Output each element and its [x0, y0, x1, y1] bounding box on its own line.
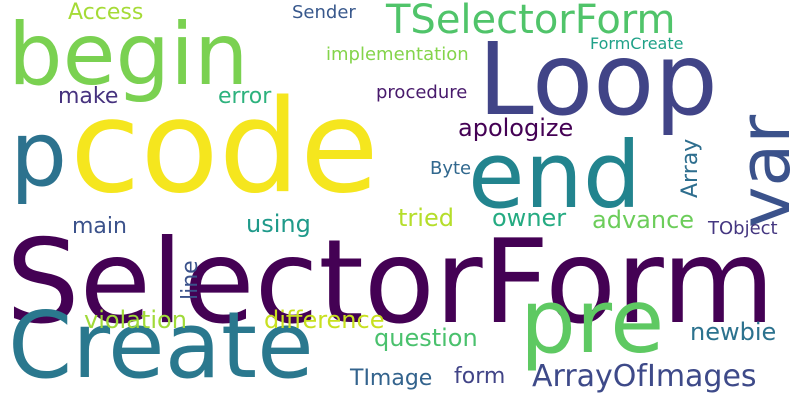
word-formcreate: FormCreate	[590, 34, 684, 53]
word-using: using	[246, 210, 311, 238]
word-newbie: newbie	[690, 318, 777, 346]
word-begin: begin	[8, 5, 249, 105]
word-apologize: apologize	[458, 114, 574, 142]
word-line: line	[178, 260, 203, 300]
word-form: form	[454, 364, 506, 389]
word-create: Create	[8, 292, 314, 399]
word-error: error	[218, 84, 272, 109]
word-pre: pre	[520, 270, 665, 373]
word-timage: TImage	[350, 366, 433, 391]
word-question: question	[374, 324, 478, 352]
word-difference: difference	[264, 306, 385, 334]
word-array: Array	[678, 138, 703, 198]
word-advance: advance	[592, 206, 695, 234]
word-selectorform: SelectorForm	[6, 215, 775, 350]
word-arrayofimages: ArrayOfImages	[532, 359, 757, 394]
word-p: p	[10, 102, 68, 207]
word-var: var	[724, 114, 800, 228]
word-make: make	[58, 84, 119, 109]
word-procedure: procedure	[376, 82, 468, 103]
word-end: end	[468, 122, 642, 229]
word-tried: tried	[398, 204, 454, 232]
word-tobject: TObject	[708, 218, 778, 239]
word-main: main	[72, 214, 127, 239]
word-byte: Byte	[430, 158, 472, 179]
word-owner: owner	[492, 204, 567, 232]
word-code: code	[70, 73, 379, 222]
word-implementation: implementation	[326, 44, 469, 65]
word-loop: Loop	[478, 21, 718, 138]
word-violation: violation	[84, 306, 187, 334]
word-access: Access	[68, 0, 144, 25]
word-sender: Sender	[292, 2, 356, 23]
word-tselectorform: TSelectorForm	[386, 0, 676, 43]
